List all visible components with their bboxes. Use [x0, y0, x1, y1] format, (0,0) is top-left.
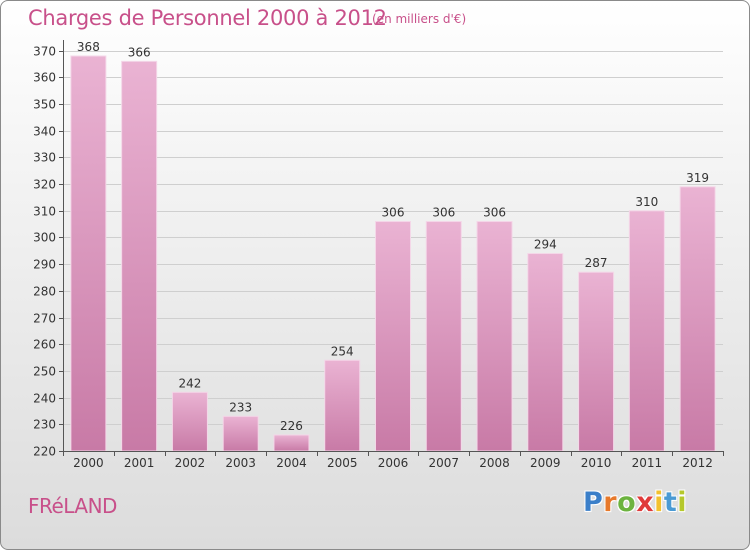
- y-tick-label: 370: [33, 45, 56, 59]
- y-tick-label: 260: [33, 338, 56, 352]
- bar: [628, 210, 665, 452]
- bar: [171, 391, 208, 452]
- y-tick-label: 240: [33, 392, 56, 406]
- y-tick-label: 300: [33, 231, 56, 245]
- x-tick-label: 2000: [73, 456, 104, 470]
- x-tick-label: 2008: [479, 456, 510, 470]
- place-name: FRéLAND: [28, 494, 117, 518]
- data-label: 233: [229, 400, 252, 414]
- bars: [70, 55, 716, 452]
- x-tick-label: 2009: [530, 456, 561, 470]
- bar: [222, 415, 259, 452]
- y-tick-label: 360: [33, 71, 56, 85]
- data-label: 287: [585, 256, 608, 270]
- y-tick-label: 280: [33, 285, 56, 299]
- data-label: 294: [534, 238, 557, 252]
- x-tick-label: 2010: [581, 456, 612, 470]
- x-tick-label: 2011: [632, 456, 663, 470]
- data-label: 226: [280, 419, 303, 433]
- y-tick-label: 330: [33, 151, 56, 165]
- y-tick-label: 340: [33, 125, 56, 139]
- y-tick-label: 270: [33, 312, 56, 326]
- bar: [578, 271, 615, 452]
- y-tick-label: 320: [33, 178, 56, 192]
- y-tick-label: 310: [33, 205, 56, 219]
- y-tick-label: 350: [33, 98, 56, 112]
- bar: [527, 253, 564, 452]
- x-tick-label: 2003: [225, 456, 256, 470]
- data-label: 306: [432, 205, 455, 219]
- y-tick-label: 220: [33, 445, 56, 459]
- x-tick-label: 2005: [327, 456, 358, 470]
- data-label: 242: [178, 376, 201, 390]
- bar: [273, 434, 310, 452]
- x-axis-ticks: 2000 2001 2002 2003 2004 2005 2006 2007 2008 2009…: [63, 451, 724, 470]
- data-label: 368: [77, 40, 100, 54]
- brand-logo: Proxiti: [583, 487, 688, 518]
- x-tick-label: 2012: [682, 456, 713, 470]
- data-labels: 368 366 242 233 226 254 306 306 306 294 287 310 319: [77, 40, 709, 433]
- chart-subtitle: (en milliers d'€): [372, 12, 467, 26]
- y-tick-label: 230: [33, 418, 56, 432]
- y-tick-label: 290: [33, 258, 56, 272]
- bar: [375, 220, 411, 452]
- x-tick-label: 2007: [428, 456, 459, 470]
- x-tick-label: 2002: [175, 456, 206, 470]
- bar: [121, 60, 158, 452]
- x-tick-label: 2001: [124, 456, 155, 470]
- data-label: 319: [686, 171, 709, 185]
- chart-title: Charges de Personnel 2000 à 2012: [28, 6, 387, 30]
- bar: [425, 220, 462, 452]
- bar: [679, 186, 716, 452]
- data-label: 310: [635, 195, 658, 209]
- data-label: 366: [128, 45, 151, 59]
- x-tick-label: 2004: [276, 456, 307, 470]
- y-tick-label: 250: [33, 365, 56, 379]
- bar: [476, 220, 513, 452]
- data-label: 306: [382, 205, 405, 219]
- y-axis-ticks: 220 230 240 250 260 270 280 290 300 310 320 330 340 3…: [33, 45, 63, 459]
- x-tick-label: 2006: [378, 456, 409, 470]
- bar: [324, 359, 361, 452]
- bar: [70, 55, 107, 452]
- data-label: 254: [331, 344, 354, 358]
- data-label: 306: [483, 205, 506, 219]
